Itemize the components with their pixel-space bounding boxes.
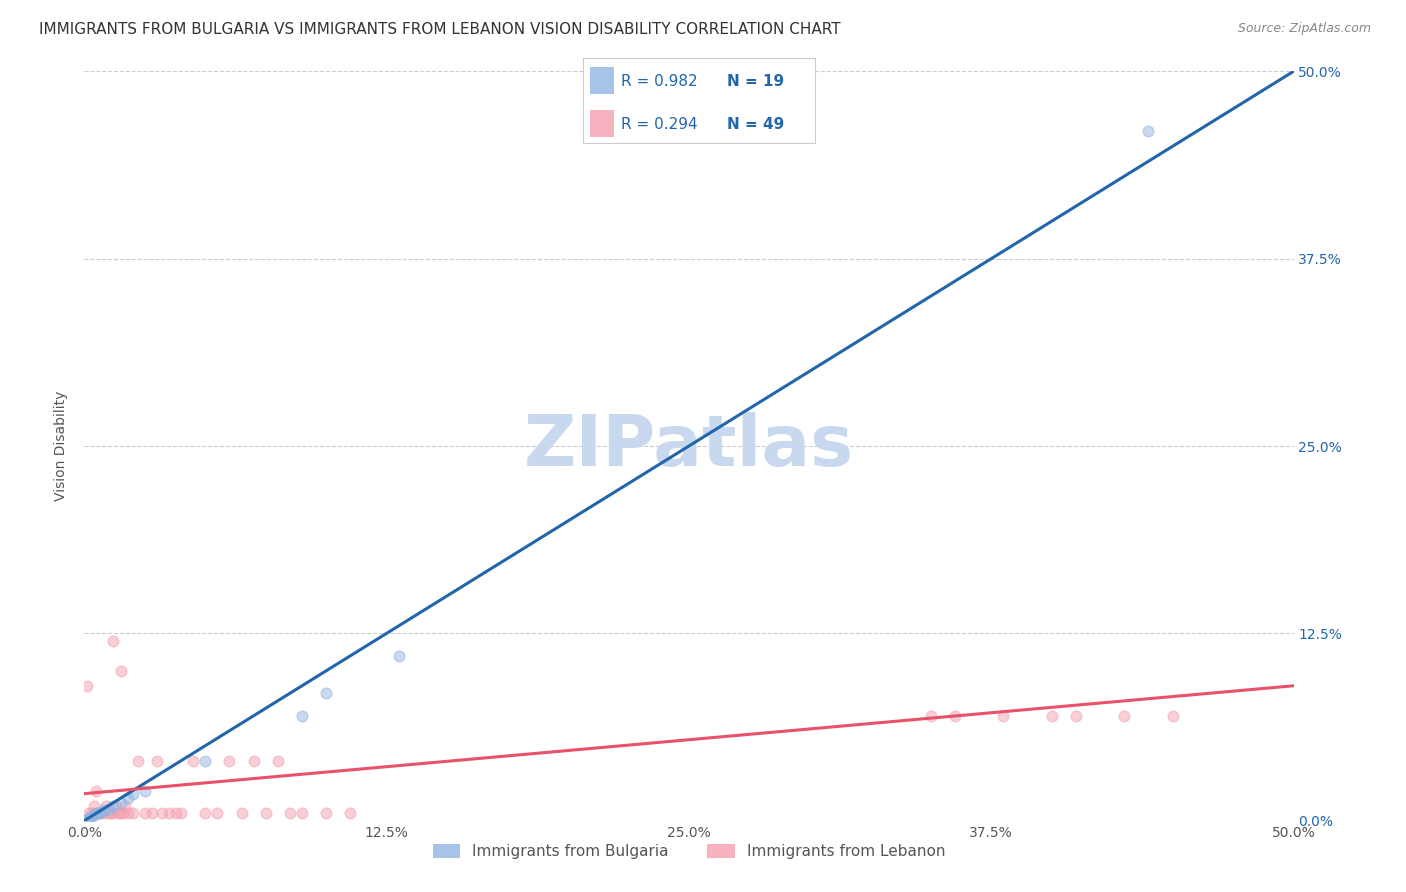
Point — [97, 806, 120, 821]
Text: IMMIGRANTS FROM BULGARIA VS IMMIGRANTS FROM LEBANON VISION DISABILITY CORRELATIO: IMMIGRANTS FROM BULGARIA VS IMMIGRANTS F… — [39, 22, 841, 37]
Point — [218, 754, 240, 768]
Point — [94, 798, 117, 813]
Point — [194, 806, 217, 821]
Point — [86, 783, 108, 797]
Point — [117, 791, 139, 805]
Point — [170, 806, 193, 821]
Point — [93, 806, 115, 821]
Point — [107, 806, 129, 821]
Point — [194, 754, 217, 768]
Text: R = 0.294: R = 0.294 — [620, 117, 697, 132]
Point — [943, 708, 966, 723]
Legend: Immigrants from Bulgaria, Immigrants from Lebanon: Immigrants from Bulgaria, Immigrants fro… — [426, 838, 952, 865]
Point — [141, 806, 163, 821]
Text: R = 0.982: R = 0.982 — [620, 74, 697, 89]
Point — [1064, 708, 1087, 723]
Point — [150, 806, 173, 821]
Text: N = 49: N = 49 — [727, 117, 785, 132]
Point — [121, 787, 143, 801]
Point — [86, 806, 108, 821]
Point — [97, 802, 120, 816]
Point — [112, 806, 135, 821]
Y-axis label: Vision Disability: Vision Disability — [55, 391, 69, 501]
Point — [339, 806, 361, 821]
Point — [388, 648, 411, 663]
Point — [103, 798, 125, 813]
Point — [103, 633, 125, 648]
Point — [77, 806, 100, 821]
Point — [87, 806, 110, 821]
Point — [110, 796, 132, 810]
Point — [87, 806, 110, 821]
Point — [1137, 124, 1160, 138]
Point — [110, 806, 132, 821]
Bar — [591, 67, 613, 95]
Point — [1114, 708, 1136, 723]
Point — [127, 754, 149, 768]
Point — [267, 754, 290, 768]
Text: Source: ZipAtlas.com: Source: ZipAtlas.com — [1237, 22, 1371, 36]
Point — [103, 806, 125, 821]
Bar — [591, 110, 613, 136]
Point — [86, 806, 108, 821]
Point — [83, 807, 105, 822]
Point — [157, 806, 180, 821]
Point — [121, 806, 143, 821]
Point — [114, 798, 136, 813]
Point — [77, 811, 100, 825]
Point — [181, 754, 204, 768]
Point — [278, 806, 301, 821]
Point — [83, 798, 105, 813]
Text: N = 19: N = 19 — [727, 74, 785, 89]
Point — [134, 806, 156, 821]
Point — [80, 806, 103, 821]
Point — [242, 754, 264, 768]
Point — [93, 803, 115, 817]
Point — [100, 806, 122, 821]
Point — [134, 783, 156, 797]
Point — [90, 806, 112, 821]
Point — [1161, 708, 1184, 723]
Point — [315, 686, 337, 700]
Point — [76, 812, 98, 826]
Point — [110, 664, 132, 678]
Point — [146, 754, 169, 768]
Point — [231, 806, 253, 821]
Point — [920, 708, 942, 723]
Point — [254, 806, 277, 821]
Point — [104, 798, 127, 813]
Point — [80, 809, 103, 823]
Point — [90, 805, 112, 819]
Point — [315, 806, 337, 821]
Point — [76, 679, 98, 693]
Point — [993, 708, 1015, 723]
Text: ZIPatlas: ZIPatlas — [524, 411, 853, 481]
Point — [165, 806, 187, 821]
Point — [291, 708, 314, 723]
Point — [117, 806, 139, 821]
Point — [1040, 708, 1063, 723]
Point — [207, 806, 229, 821]
Point — [291, 806, 314, 821]
